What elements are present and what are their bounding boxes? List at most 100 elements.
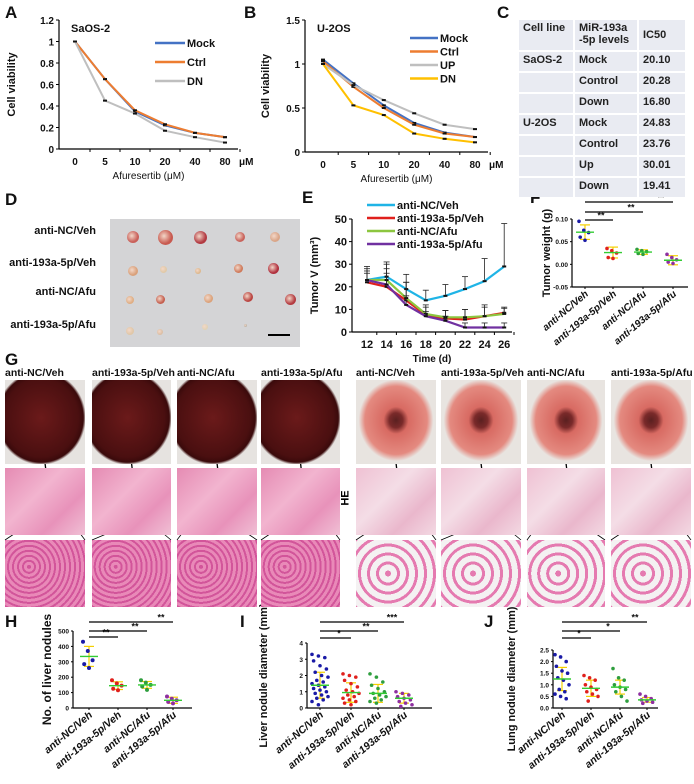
data-point [344, 688, 349, 692]
tumor [193, 230, 207, 244]
data-point [502, 312, 507, 315]
significance-label: *** [387, 613, 398, 623]
y-tick-label: 1 [48, 38, 54, 49]
data-point [341, 672, 345, 676]
data-point [316, 702, 321, 707]
he-stain-label: HE [339, 490, 352, 506]
x-tick-label: 26 [498, 339, 510, 351]
data-point [311, 686, 316, 691]
lung-photo [611, 380, 691, 464]
data-point [143, 680, 148, 685]
data-point [377, 693, 382, 697]
tumor [157, 329, 163, 335]
series-line-anti-nc-afu [367, 278, 505, 319]
legend-label: Mock [440, 33, 469, 45]
x-tick-label: 0 [72, 157, 78, 168]
y-axis-title: Cell viability [6, 52, 18, 117]
panel-letter-c: C [497, 3, 510, 22]
data-point [318, 663, 322, 668]
x-tick-label: 20 [439, 339, 451, 351]
series-line-anti-193a-5p-veh [366, 281, 505, 321]
data-point [321, 58, 325, 61]
header-cell-line: Cell line [519, 20, 573, 50]
data-point [319, 673, 324, 678]
y-tick-label: 0.5 [286, 104, 300, 115]
liver-photo [92, 380, 171, 464]
data-point [116, 688, 120, 693]
x-tick-label: 20 [159, 157, 171, 168]
data-point [397, 699, 402, 704]
legend-label: Mock [187, 38, 216, 50]
data-point [612, 683, 617, 687]
data-point [341, 696, 345, 701]
mir-level: Mock [575, 52, 637, 71]
liver-he-zoom [92, 540, 171, 607]
significance-label: ** [627, 203, 635, 213]
significance-label: ** [362, 622, 370, 632]
panel-letter-a: A [5, 3, 18, 22]
data-point [133, 109, 137, 112]
data-point [319, 693, 324, 697]
data-point [384, 283, 389, 286]
data-point [623, 687, 628, 692]
liver-he-zoom [177, 540, 257, 607]
data-point [399, 704, 403, 709]
chart-title: SaOS-2 [71, 23, 110, 35]
legend-label: anti-193a-5p/Afu [397, 239, 483, 251]
legend-label: anti-193a-5p/Veh [397, 213, 484, 225]
legend-label: DN [440, 74, 456, 86]
lung-photo [441, 380, 521, 464]
lung-he-section [611, 468, 691, 535]
y-tick-label: 400 [58, 644, 69, 651]
data-point [90, 658, 95, 663]
significance-label: ** [157, 613, 165, 623]
data-point [103, 78, 107, 81]
data-point [558, 694, 563, 699]
panel-letter-b: B [244, 3, 257, 22]
y-axis-title: Liver nodule diameter (mm) [258, 603, 270, 748]
data-point [605, 246, 609, 251]
data-point [352, 694, 357, 699]
data-point [171, 701, 175, 706]
tumor-photo [110, 219, 300, 347]
tumor [126, 327, 134, 335]
cell-line [519, 136, 573, 155]
scale-bar [268, 334, 290, 336]
mir-level: Mock [575, 115, 637, 134]
x-tick-label: 20 [409, 160, 421, 171]
header-ic50: IC50 [639, 20, 685, 50]
y-tick-label: 0.2 [40, 124, 54, 135]
data-point [349, 702, 353, 707]
x-tick-label: 14 [380, 339, 393, 351]
data-point [381, 107, 386, 109]
data-point [355, 685, 360, 689]
data-point [347, 673, 352, 678]
panel-letter-i: I [240, 612, 245, 631]
data-point [321, 680, 326, 684]
data-point [502, 265, 507, 268]
data-point [463, 326, 467, 329]
y-tick-label: 0.00 [555, 262, 568, 269]
liver-photo [261, 380, 340, 464]
data-point [318, 688, 322, 692]
data-point [610, 248, 614, 253]
y-tick-label: 0 [299, 706, 303, 713]
data-point [324, 689, 329, 694]
significance-label: ** [631, 613, 639, 623]
data-point [381, 104, 386, 107]
data-point [567, 683, 571, 687]
tumor [202, 324, 208, 330]
data-point [665, 252, 669, 257]
data-point [376, 686, 380, 691]
lung-he-zoom [356, 540, 436, 607]
data-point [473, 136, 477, 139]
data-point [384, 285, 389, 288]
liver-photo [177, 380, 257, 464]
data-point [311, 659, 316, 663]
y-tick-label: 30 [335, 259, 347, 271]
g-column-label: anti-193a-5p/Afu [611, 367, 693, 379]
g-column-label: anti-NC/Afu [177, 367, 235, 379]
data-point [85, 649, 90, 654]
data-point [354, 699, 358, 704]
data-point [315, 678, 319, 683]
